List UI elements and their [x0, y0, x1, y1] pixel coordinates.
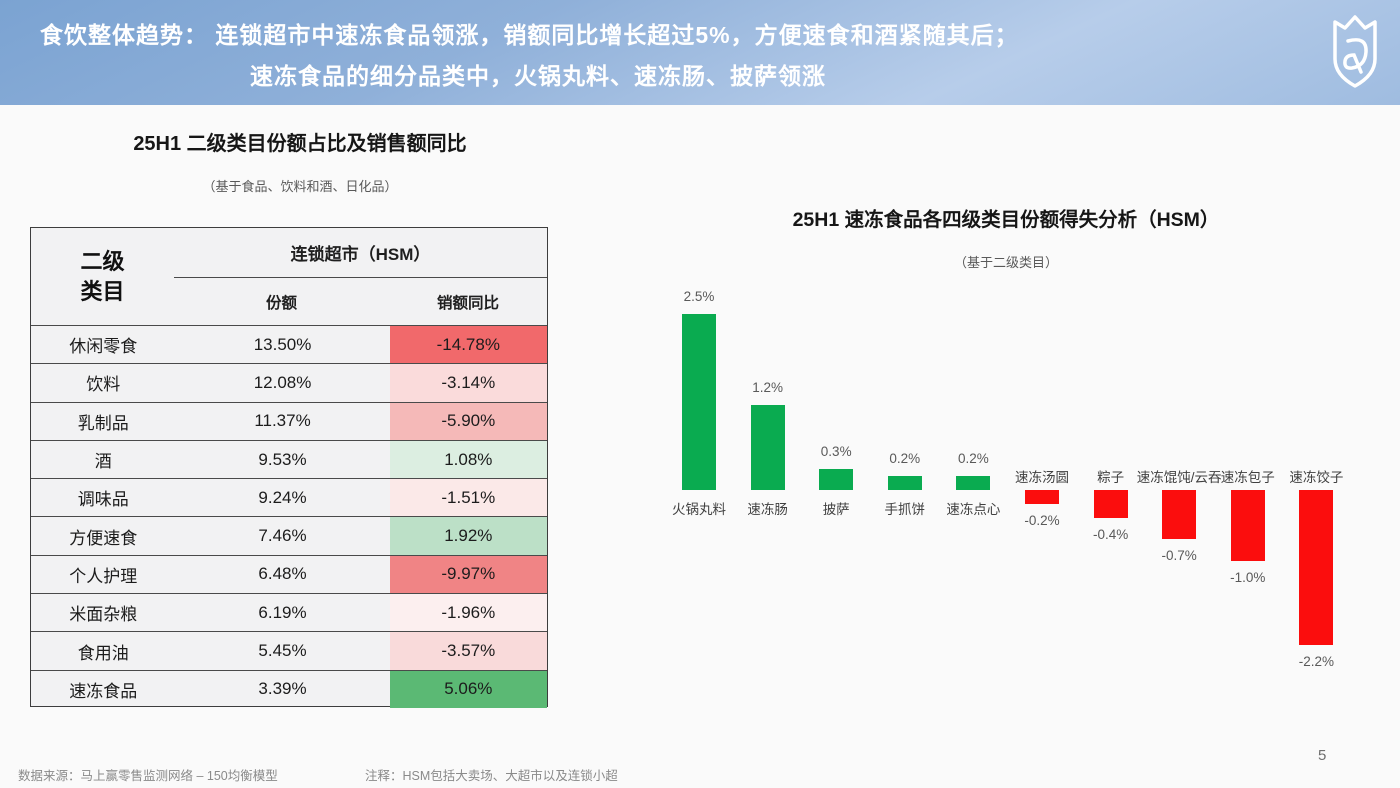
cell-share: 9.24% [258, 487, 307, 507]
table-row: 酒 9.53% 1.08% [31, 439, 547, 479]
table-title: 25H1 二级类目份额占比及销售额同比 [133, 133, 467, 155]
bar-category-label: 速冻点心 [946, 502, 1001, 517]
chart-bar [887, 476, 922, 490]
cell-share: 3.39% [258, 679, 307, 699]
cell-yoy: -14.78% [389, 326, 547, 364]
cell-yoy: -5.90% [389, 402, 547, 440]
bar-value-label: 0.3% [820, 444, 852, 459]
cell-category: 个人护理 [69, 566, 138, 586]
bar-value-label: 2.5% [683, 289, 715, 304]
table-header: 二级 类目 连锁超市（HSM） 份额 销额同比 [31, 228, 547, 325]
column-group-header: 连锁超市（HSM） [174, 228, 547, 279]
cell-share: 7.46% [258, 526, 307, 546]
table-row: 乳制品 11.37% -5.90% [31, 401, 547, 440]
cell-share: 6.48% [258, 564, 307, 584]
bar-category-label: 速冻馄饨/云吞 [1136, 470, 1222, 485]
chart-bar [682, 314, 716, 490]
cell-yoy: 5.06% [389, 670, 547, 708]
cell-yoy: -9.97% [389, 555, 547, 594]
data-source-note: 数据来源：马上赢零售监测网络 – 150均衡模型 [18, 769, 278, 783]
chart-title: 25H1 速冻食品各四级类目份额得失分析（HSM） [792, 209, 1220, 231]
bar-category-label: 粽子 [1097, 470, 1125, 485]
cell-share: 13.50% [253, 334, 312, 354]
cell-category: 饮料 [86, 375, 121, 395]
cell-yoy: -1.96% [389, 594, 547, 632]
bar-category-label: 速冻包子 [1220, 470, 1275, 485]
row-header-cell: 二级 类目 [31, 228, 174, 325]
bar-value-label: 0.2% [889, 451, 921, 466]
chart-bar [1230, 490, 1265, 561]
bar-value-label: -0.4% [1092, 527, 1129, 542]
page-number: 5 [1318, 747, 1327, 764]
header-banner: 食饮整体趋势： 连锁超市中速冻食品领涨，销额同比增长超过5%，方便速食和酒紧随其… [0, 0, 1400, 105]
bar-value-label: -0.7% [1161, 548, 1197, 563]
chart-bar [1162, 490, 1197, 539]
cell-category: 米面杂粮 [69, 605, 138, 625]
table-row: 饮料 12.08% -3.14% [31, 363, 547, 402]
bar-category-label: 手抓饼 [884, 502, 926, 517]
table-row: 个人护理 6.48% -9.97% [31, 554, 547, 594]
cell-share: 5.45% [258, 641, 307, 661]
bar-category-label: 火锅丸料 [672, 502, 726, 517]
category-share-table: 二级 类目 连锁超市（HSM） 份额 销额同比 休闲零食 13.50% -14.78… [30, 227, 548, 708]
cell-share: 11.37% [254, 411, 311, 431]
column-header-share: 份额 [265, 294, 297, 312]
bar-category-label: 披萨 [822, 502, 850, 517]
table-row: 调味品 9.24% -1.51% [31, 478, 547, 517]
bar-value-label: 0.2% [958, 451, 989, 466]
table-row: 米面杂粮 6.19% -1.96% [31, 593, 547, 632]
cell-yoy: -1.51% [389, 479, 547, 517]
cell-yoy: 1.08% [389, 440, 547, 479]
chart-bar [1093, 490, 1128, 518]
bar-value-label: -2.2% [1298, 654, 1335, 669]
chart-subtitle: （基于二级类目） [953, 255, 1058, 270]
cell-yoy: -3.57% [389, 632, 547, 670]
chart-bar [956, 476, 991, 490]
table-body: 休闲零食 13.50% -14.78% 饮料 12.08% -3.14% 乳制品 11.37%… [31, 325, 547, 708]
chart-bar [819, 469, 854, 490]
column-header-yoy: 销额同比 [436, 294, 499, 312]
cell-category: 调味品 [77, 490, 129, 510]
cell-category: 方便速食 [69, 528, 138, 548]
cell-category: 休闲零食 [69, 337, 138, 357]
bar-category-label: 速冻汤圆 [1015, 470, 1069, 485]
chart-bar [750, 405, 785, 490]
cell-category: 乳制品 [77, 413, 129, 433]
bar-value-label: -0.2% [1024, 513, 1060, 528]
table-row: 方便速食 7.46% 1.92% [31, 516, 547, 555]
header-title-line2: 速冻食品的细分品类中，火锅丸料、速冻肠、披萨领涨 [250, 63, 826, 89]
cell-category: 速冻食品 [69, 681, 138, 701]
cell-yoy: -3.14% [389, 364, 547, 402]
table-row: 速冻食品 3.39% 5.06% [31, 669, 547, 708]
table-subtitle: （基于食品、饮料和酒、日化品） [202, 179, 398, 194]
table-row: 休闲零食 13.50% -14.78% [31, 325, 547, 364]
cell-category: 食用油 [77, 643, 129, 663]
bar-value-label: -1.0% [1230, 570, 1266, 585]
cell-category: 酒 [94, 452, 112, 472]
cell-share: 6.19% [258, 602, 307, 622]
definition-note: 注释：HSM包括大卖场、大超市以及连锁小超 [365, 769, 618, 783]
bar-category-label: 速冻肠 [747, 502, 788, 517]
row-header-line2: 类目 [80, 278, 125, 304]
cell-share: 12.08% [253, 372, 312, 392]
chart-bar [1299, 490, 1334, 645]
cell-yoy: 1.92% [389, 517, 547, 555]
shield-crown-logo-icon [1333, 15, 1377, 88]
header-title-line1: 食饮整体趋势： 连锁超市中速冻食品领涨，销额同比增长超过5%，方便速食和酒紧随其… [40, 22, 1019, 48]
bar-value-label: 1.2% [752, 380, 783, 395]
chart-bar [1025, 490, 1059, 504]
cell-share: 9.53% [258, 449, 307, 469]
bar-category-label: 速冻饺子 [1289, 470, 1344, 485]
row-header-line1: 二级 [80, 248, 125, 274]
table-row: 食用油 5.45% -3.57% [31, 631, 547, 670]
